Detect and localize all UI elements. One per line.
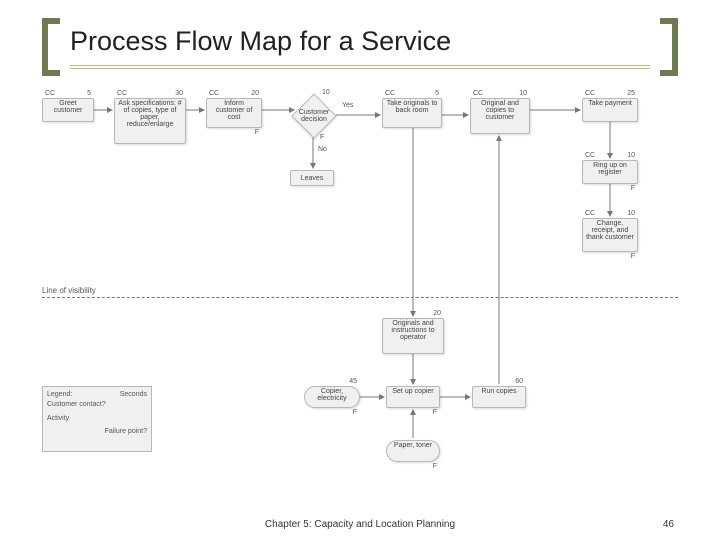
node-text: Leaves <box>301 175 324 182</box>
visibility-label: Line of visibility <box>42 286 96 295</box>
node-orig-op: 20 Originals and instructions to operato… <box>382 318 444 354</box>
sec-label: 60 <box>515 378 523 385</box>
sec-label: 45 <box>349 378 357 385</box>
fp-label: F <box>433 409 437 416</box>
flow-area: CC 5 Greet customer CC 30 Ask specificat… <box>42 90 678 506</box>
node-text: Paper, toner <box>394 442 432 449</box>
node-take-pay: CC 25 Take payment <box>582 98 638 122</box>
bracket-left-icon <box>42 18 60 76</box>
page-title: Process Flow Map for a Service <box>70 26 451 57</box>
node-text: Customer decision <box>299 109 329 123</box>
fp-label: F <box>433 463 437 470</box>
node-text: Inform customer of cost <box>216 100 253 121</box>
node-text: Originals and instructions to operator <box>391 320 434 341</box>
node-text: Take payment <box>588 100 632 107</box>
edge-no: No <box>318 146 327 153</box>
bracket-right-icon <box>660 18 678 76</box>
cc-label: CC <box>585 90 595 97</box>
page-number: 46 <box>663 519 674 530</box>
node-paper: Paper, toner F <box>386 440 440 462</box>
visibility-line <box>42 297 678 298</box>
sec-label: 20 <box>433 310 441 317</box>
node-copier-e: 45 Copier, electricity F <box>304 386 360 408</box>
node-text: Original and copies to customer <box>481 100 519 121</box>
node-ring: CC 10 Ring up on register F <box>582 160 638 184</box>
node-decision: Customer decision <box>291 93 336 138</box>
sec-label: 20 <box>251 90 259 97</box>
fp-label: F <box>353 409 357 416</box>
node-text: Ring up on register <box>593 162 627 176</box>
fp-label: F <box>631 185 635 192</box>
edge-yes: Yes <box>342 102 353 109</box>
sec-label: 25 <box>627 90 635 97</box>
node-greet: CC 5 Greet customer <box>42 98 94 122</box>
node-text: Greet customer <box>54 100 83 114</box>
node-text: Run copies <box>481 388 516 395</box>
node-text: Ask specifications: # of copies, type of… <box>118 100 181 128</box>
node-text: Take originals to back room <box>387 100 438 114</box>
footer: Chapter 5: Capacity and Location Plannin… <box>0 519 720 530</box>
sec-label: 10 <box>322 89 330 96</box>
sec-label: 10 <box>627 152 635 159</box>
node-thank: CC 10 Change, receipt, and thank custome… <box>582 218 638 252</box>
legend: Legend: Seconds Customer contact? Activi… <box>42 386 152 452</box>
cc-label: CC <box>585 210 595 217</box>
fp-label: F <box>255 129 259 136</box>
legend-header-left: Legend: <box>47 390 72 400</box>
title-bar: Process Flow Map for a Service <box>42 18 678 78</box>
node-inform: CC 20 Inform customer of cost F <box>206 98 262 128</box>
sec-label: 10 <box>627 210 635 217</box>
sec-label: 5 <box>435 90 439 97</box>
node-leaves: Leaves <box>290 170 334 186</box>
legend-row: Activity <box>47 414 147 424</box>
cc-label: CC <box>45 90 55 97</box>
sec-label: 5 <box>87 90 91 97</box>
node-text: Copier, electricity <box>317 388 346 402</box>
node-setup: Set up copier F <box>386 386 440 408</box>
cc-label: CC <box>585 152 595 159</box>
fp-label: F <box>631 253 635 260</box>
legend-header-right: Seconds <box>120 390 147 400</box>
legend-row: Customer contact? <box>47 400 147 410</box>
node-text: Change, receipt, and thank customer <box>586 220 634 241</box>
node-ask: CC 30 Ask specifications: # of copies, t… <box>114 98 186 144</box>
node-text: Set up copier <box>392 388 433 395</box>
cc-label: CC <box>209 90 219 97</box>
cc-label: CC <box>117 90 127 97</box>
legend-row: Failure point? <box>47 427 147 437</box>
sec-label: 30 <box>175 90 183 97</box>
sec-label: 10 <box>519 90 527 97</box>
cc-label: CC <box>473 90 483 97</box>
node-orig-cust: CC 10 Original and copies to customer <box>470 98 530 134</box>
cc-label: CC <box>385 90 395 97</box>
fp-label: F <box>320 134 324 141</box>
node-run: 60 Run copies <box>472 386 526 408</box>
title-rule <box>70 65 650 69</box>
node-take-back: CC 5 Take originals to back room <box>382 98 442 128</box>
